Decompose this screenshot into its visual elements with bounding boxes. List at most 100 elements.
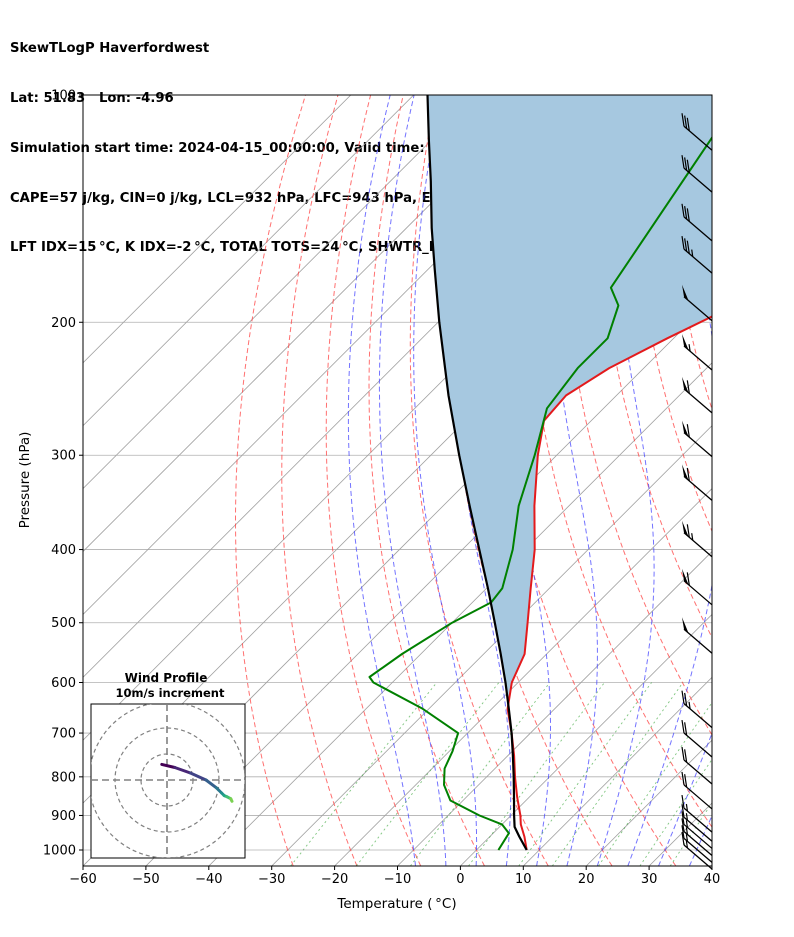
wind-barb-flag xyxy=(682,617,689,634)
y-axis-label: Pressure (hPa) xyxy=(17,432,33,529)
mixing-ratio-line xyxy=(355,682,500,866)
wind-barb xyxy=(682,617,713,654)
dry-adiabat-line xyxy=(729,95,794,866)
wind-barb-half xyxy=(691,533,694,541)
x-tick-label: −40 xyxy=(195,872,222,887)
x-tick-label: −60 xyxy=(69,872,96,887)
mixing-ratio-line xyxy=(468,682,605,866)
y-tick-label: 100 xyxy=(51,89,76,104)
temperature-profile-line xyxy=(506,315,712,851)
y-tick-label: 600 xyxy=(51,676,76,691)
y-tick-label: 400 xyxy=(51,543,76,558)
wind-barb xyxy=(681,690,713,729)
dry-adiabat-line xyxy=(596,95,712,639)
wind-barb-full xyxy=(684,749,688,763)
wind-barb-staff xyxy=(683,759,713,785)
isotherm-line xyxy=(208,362,712,866)
x-tick-label: 10 xyxy=(515,872,532,887)
wind-barb-full xyxy=(681,203,685,217)
wind-barb-half xyxy=(688,344,691,352)
moist-adiabat-line xyxy=(596,95,655,866)
wind-barb xyxy=(681,113,713,151)
wind-barb-staff xyxy=(683,628,713,654)
moist-adiabat-line xyxy=(378,95,447,866)
wind-barb-staff xyxy=(683,784,713,810)
wind-barb-full xyxy=(684,157,688,171)
wind-barb xyxy=(681,746,713,785)
mixing-ratio-line xyxy=(669,802,712,866)
moist-adiabat-line xyxy=(548,95,599,866)
y-tick-label: 700 xyxy=(51,727,76,742)
wind-barb-full xyxy=(684,238,688,252)
parcel-profile-line xyxy=(426,95,528,851)
wind-barb-flag xyxy=(682,520,689,537)
wind-barb xyxy=(682,376,713,414)
wind-barb-half xyxy=(685,827,689,835)
mixing-ratio-line xyxy=(598,701,712,866)
y-tick-label: 1000 xyxy=(43,844,76,859)
x-tick-label: −20 xyxy=(321,872,348,887)
isotherm-line xyxy=(83,95,414,427)
wind-barb-staff xyxy=(683,807,713,833)
wind-barb-half xyxy=(685,834,689,842)
wind-barb-full xyxy=(686,208,690,222)
dry-adiabat-line xyxy=(235,95,306,866)
wind-barb xyxy=(681,825,713,863)
wind-barb-staff xyxy=(683,732,713,758)
wind-barb-full xyxy=(681,794,685,809)
wind-barb-staff xyxy=(683,296,713,322)
dry-adiabat-line xyxy=(368,95,485,866)
wind-barb xyxy=(681,203,713,242)
wind-barb xyxy=(682,568,713,606)
wind-barb-flag xyxy=(682,333,689,350)
mixing-ratio-line xyxy=(410,682,551,866)
wind-barb-flag xyxy=(682,568,689,585)
wind-barb-full xyxy=(686,380,690,394)
cape-area xyxy=(427,95,712,736)
hodograph-frame xyxy=(90,703,246,859)
moist-adiabat-line xyxy=(720,95,794,866)
isotherm-line xyxy=(83,95,477,490)
wind-barb xyxy=(681,719,713,758)
wind-barb-full xyxy=(684,206,688,220)
x-tick-label: 40 xyxy=(704,872,721,887)
wind-barb-staff xyxy=(683,703,713,729)
x-tick-label: 30 xyxy=(641,872,658,887)
wind-barb-flag xyxy=(682,284,689,301)
hodograph-trace-segment xyxy=(160,762,177,770)
wind-barb-full xyxy=(681,690,685,704)
wind-barb-full xyxy=(686,424,690,438)
wind-barb-full xyxy=(681,825,685,839)
mixing-ratio-line xyxy=(518,682,652,866)
wind-barb-full xyxy=(681,719,685,734)
hodograph-plot xyxy=(91,704,245,858)
wind-barb-full xyxy=(681,804,685,818)
hodograph-title: Wind Profile xyxy=(125,671,208,685)
wind-barb-full xyxy=(681,811,685,825)
wind-barb-half xyxy=(685,840,689,849)
moist-adiabat-line xyxy=(347,95,416,866)
y-tick-label: 500 xyxy=(51,616,76,631)
wind-barb-full xyxy=(681,155,685,169)
wind-barb-full xyxy=(684,722,688,736)
wind-barb-full xyxy=(686,117,690,131)
mixing-ratio-line xyxy=(290,682,438,866)
wind-barb-staff xyxy=(683,837,713,863)
wind-barb xyxy=(681,811,713,849)
wind-barb-staff xyxy=(683,345,713,371)
wind-barb-staff xyxy=(683,830,713,856)
wind-barb-full xyxy=(686,159,690,173)
wind-barb-staff xyxy=(683,816,713,842)
isotherm-line xyxy=(397,550,712,866)
mixing-ratio-line xyxy=(639,758,712,866)
x-tick-label: 0 xyxy=(456,872,464,887)
wind-barb xyxy=(681,818,713,856)
wind-barb xyxy=(681,236,713,274)
x-axis-label: Temperature ( °C) xyxy=(336,896,456,912)
dry-adiabat-line xyxy=(281,95,358,866)
moist-adiabat-line xyxy=(413,95,478,866)
wind-barb xyxy=(681,771,713,810)
x-tick-label: −50 xyxy=(132,872,159,887)
wind-barb-staff xyxy=(683,388,713,414)
